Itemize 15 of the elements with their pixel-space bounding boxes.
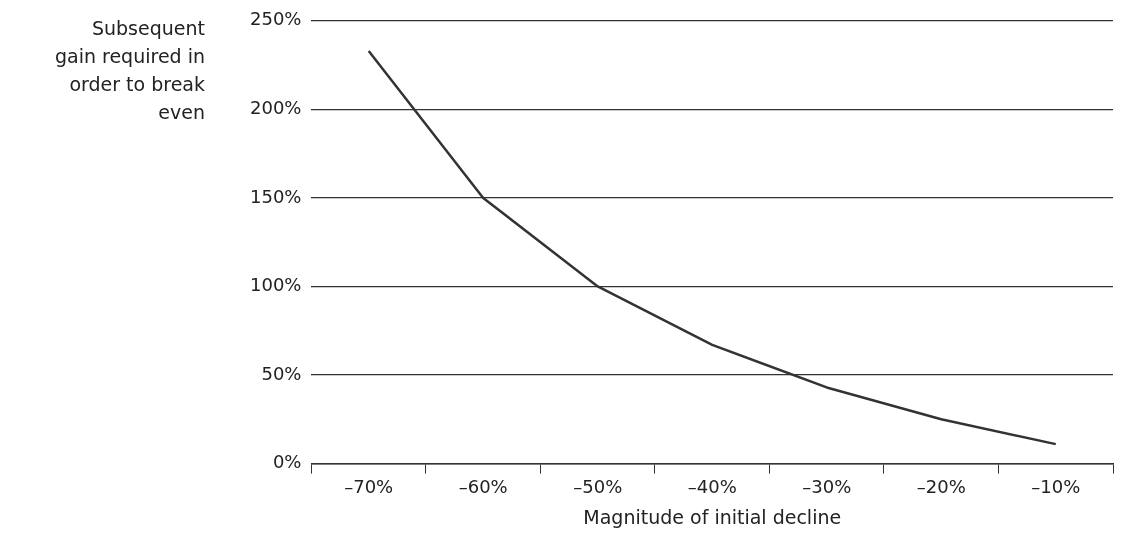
y-tick-label: 150% [249, 185, 302, 207]
x-tick-label: –40% [687, 476, 737, 498]
x-tick-label: –50% [573, 476, 623, 498]
x-axis-title: Magnitude of initial decline [583, 505, 842, 528]
y-tick-label: 250% [249, 8, 302, 30]
x-tick-label: –10% [1031, 476, 1081, 498]
y-tick-label: 0% [272, 451, 302, 473]
x-tick-label: –60% [458, 476, 508, 498]
x-tick-label: –30% [802, 476, 852, 498]
x-tick-label: –70% [344, 476, 394, 498]
y-tick-label: 200% [249, 97, 302, 119]
y-axis-title: Subsequent gain required in order to break even [53, 16, 205, 125]
y-tick-label: 100% [249, 274, 302, 296]
x-tick-label: –20% [916, 476, 966, 498]
y-tick-label: 50% [261, 362, 302, 384]
